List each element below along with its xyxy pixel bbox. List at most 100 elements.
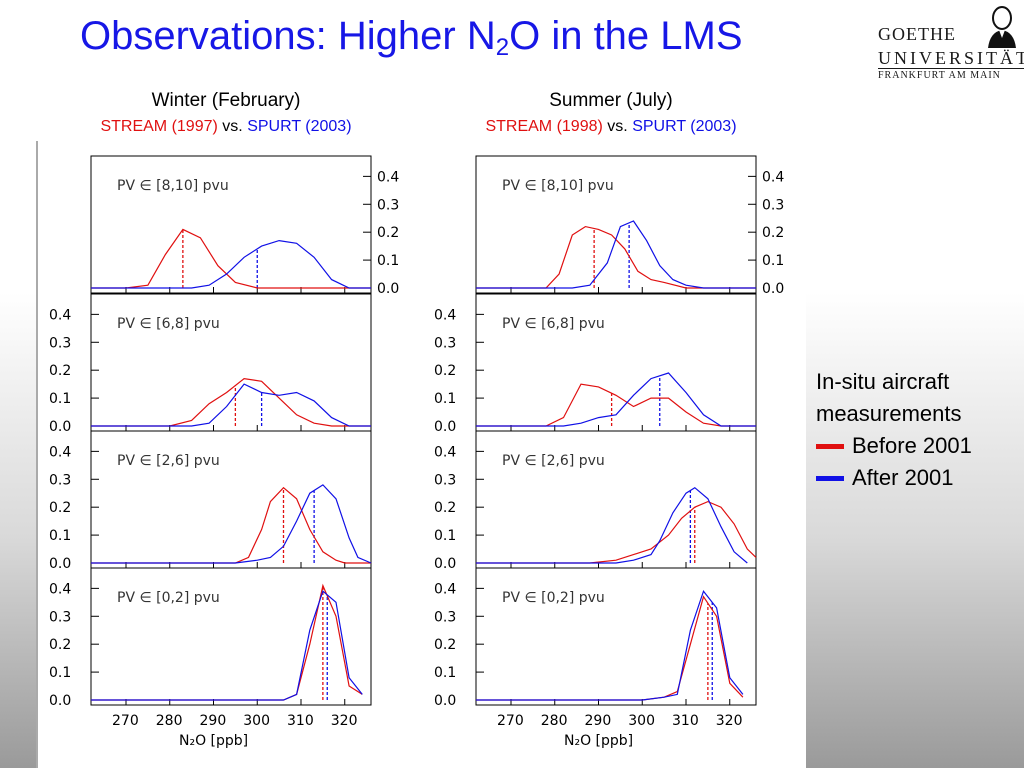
y-tick-label-4-2: 0.2 [49,500,71,516]
y-tick-label-5-2: 0.2 [434,500,456,516]
panel-frame-2 [90,293,372,432]
y-tick-label-3-3: 0.3 [434,335,456,351]
x-tick-label-0-3: 300 [243,713,270,729]
x-tick-label-1-1: 280 [541,713,568,729]
y-tick-label-1-3: 0.3 [762,197,784,213]
x-tick-label-0-0: 270 [112,713,139,729]
panel-label-2: PV ∈ [6,8] pvu [117,316,220,332]
y-tick-label-1-1: 0.1 [762,253,784,269]
legend: In-situ aircraft measurements Before 200… [816,366,1016,494]
y-tick-label-7-1: 0.1 [434,665,456,681]
panel-frame-5 [475,430,757,569]
y-tick-label-1-2: 0.2 [762,225,784,241]
legend-swatch-blue [816,475,844,481]
y-tick-label-6-0: 0.0 [49,693,71,709]
y-tick-label-0-2: 0.2 [377,225,399,241]
blue-series-line-5 [476,486,748,564]
red-series-line-0 [91,228,371,289]
winter-red-label: STREAM (1997) [100,118,218,135]
blue-series-line-3 [476,372,756,427]
y-tick-label-0-3: 0.3 [377,197,399,213]
y-tick-label-6-3: 0.3 [49,609,71,625]
legend-heading-2: measurements [816,401,962,426]
y-tick-label-1-0: 0.0 [762,281,784,297]
y-tick-label-7-3: 0.3 [434,609,456,625]
panel-label-0: PV ∈ [8,10] pvu [117,178,229,194]
y-tick-label-7-0: 0.0 [434,693,456,709]
panel-frame-4 [90,430,372,569]
x-tick-label-0-1: 280 [156,713,183,729]
summer-vs: vs. [607,118,628,135]
title-end: O in the LMS [509,14,743,58]
winter-vs: vs. [222,118,243,135]
y-tick-label-5-0: 0.0 [434,556,456,572]
blue-series-line-6 [91,590,363,701]
red-series-line-2 [91,377,371,427]
summer-blue-label: SPURT (2003) [632,118,737,135]
legend-swatch-red [816,443,844,449]
y-tick-label-3-0: 0.0 [434,419,456,435]
red-series-line-7 [476,595,744,701]
y-tick-label-0-1: 0.1 [377,253,399,269]
logo-line-2: UNIVERSITÄT [878,48,1024,68]
x-axis-title-0: N₂O [ppb] [179,733,248,749]
y-tick-label-5-4: 0.4 [434,444,456,460]
title-subscript: 2 [495,34,510,61]
x-tick-label-1-5: 320 [716,713,743,729]
y-tick-label-5-3: 0.3 [434,472,456,488]
panel-frame-0 [90,155,372,294]
panel-label-4: PV ∈ [2,6] pvu [117,453,220,469]
blue-series-line-0 [91,239,371,289]
blue-series-line-2 [91,383,371,427]
legend-label-before: Before 2001 [852,433,972,458]
y-tick-label-3-2: 0.2 [434,363,456,379]
y-tick-label-2-1: 0.1 [49,391,71,407]
university-logo: GOETHE UNIVERSITÄT FRANKFURT AM MAIN [878,4,1024,86]
y-tick-label-5-1: 0.1 [434,528,456,544]
panel-label-5: PV ∈ [2,6] pvu [502,453,605,469]
panel-label-7: PV ∈ [0,2] pvu [502,590,605,606]
title-main: Observations: Higher N [80,14,496,58]
y-tick-label-2-2: 0.2 [49,363,71,379]
panel-label-6: PV ∈ [0,2] pvu [117,590,220,606]
y-tick-label-7-2: 0.2 [434,637,456,653]
y-tick-label-2-4: 0.4 [49,307,71,323]
logo-rule [878,68,1024,69]
logo-line-1: GOETHE [878,24,956,44]
legend-item-before: Before 2001 [816,430,1016,462]
panel-frame-1 [475,155,757,294]
y-tick-label-4-3: 0.3 [49,472,71,488]
y-tick-label-7-4: 0.4 [434,581,456,597]
x-tick-label-1-3: 300 [628,713,655,729]
x-tick-label-1-0: 270 [497,713,524,729]
x-tick-label-1-4: 310 [672,713,699,729]
y-tick-label-6-1: 0.1 [49,665,71,681]
y-tick-label-1-4: 0.4 [762,169,784,185]
slide-title: Observations: Higher N2O in the LMS [80,14,743,62]
summer-red-label: STREAM (1998) [485,118,603,135]
panel-label-3: PV ∈ [6,8] pvu [502,316,605,332]
goethe-portrait-icon [988,6,1016,48]
x-tick-label-0-4: 310 [287,713,314,729]
x-tick-label-0-2: 290 [200,713,227,729]
blue-series-line-4 [91,484,372,564]
logo-line-3: FRANKFURT AM MAIN [878,70,1001,81]
blue-series-line-7 [476,589,744,701]
legend-label-after: After 2001 [852,465,954,490]
blue-series-line-1 [476,220,756,289]
legend-item-after: After 2001 [816,462,1016,494]
winter-blue-label: SPURT (2003) [247,118,352,135]
y-tick-label-0-0: 0.0 [377,281,399,297]
panel-frame-6 [90,567,372,706]
panel-frame-3 [475,293,757,432]
y-tick-label-6-4: 0.4 [49,581,71,597]
n2o-distribution-chart: 0.0 0.1 0.2 0.3 0.4 PV ∈ [8,10] pvu 0.0 0.1 0.2 0… [36,141,784,768]
x-tick-label-1-2: 290 [585,713,612,729]
red-series-line-3 [476,383,756,427]
x-axis-title-1: N₂O [ppb] [564,733,633,749]
legend-heading-1: In-situ aircraft [816,369,950,394]
y-tick-label-3-4: 0.4 [434,307,456,323]
y-tick-label-4-1: 0.1 [49,528,71,544]
y-tick-label-4-4: 0.4 [49,444,71,460]
y-tick-label-3-1: 0.1 [434,391,456,407]
